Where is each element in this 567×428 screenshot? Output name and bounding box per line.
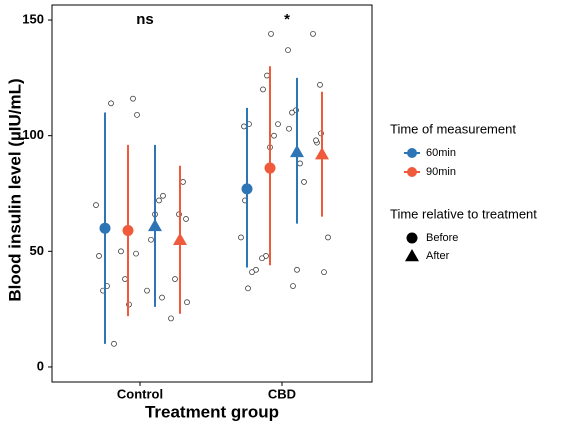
- annotation: *: [284, 11, 290, 28]
- raw-point: [172, 276, 178, 282]
- mean-marker: [315, 147, 329, 160]
- x-axis-label: Treatment group: [145, 402, 279, 421]
- raw-point: [301, 179, 307, 185]
- raw-point: [271, 132, 277, 139]
- plot-frame: [51, 4, 373, 383]
- raw-point: [156, 197, 162, 204]
- legend-label: Before: [426, 232, 458, 244]
- raw-point: [286, 125, 292, 132]
- mean-marker: [122, 225, 134, 237]
- raw-point: [285, 47, 291, 54]
- y-axis-label: Blood insulin level (µIU/mL): [5, 78, 24, 301]
- mean-marker: [406, 232, 418, 244]
- x-tick-label: CBD: [268, 386, 296, 401]
- raw-point: [325, 234, 331, 241]
- mean-marker: [148, 218, 162, 232]
- raw-point: [108, 100, 114, 107]
- y-tick-label: 100: [22, 127, 44, 142]
- raw-point: [297, 160, 303, 167]
- raw-point: [144, 287, 150, 294]
- raw-point: [245, 285, 251, 292]
- raw-point: [290, 283, 296, 289]
- raw-point: [260, 86, 266, 93]
- raw-point: [249, 269, 255, 276]
- y-tick-label: 0: [37, 358, 44, 373]
- raw-point: [159, 294, 165, 301]
- raw-point: [313, 137, 319, 144]
- raw-point: [268, 31, 274, 37]
- mean-marker: [99, 222, 111, 234]
- mean-marker: [264, 162, 276, 174]
- raw-point: [184, 299, 190, 306]
- raw-point: [321, 269, 327, 276]
- mean-marker: [241, 183, 253, 195]
- raw-point: [180, 179, 186, 185]
- legend-label: 60min: [426, 147, 456, 159]
- raw-point: [160, 192, 166, 199]
- y-tick-label: 150: [22, 11, 44, 26]
- raw-point: [96, 253, 102, 259]
- raw-point: [289, 109, 295, 116]
- raw-point: [238, 234, 244, 241]
- raw-point: [183, 216, 189, 222]
- raw-point: [310, 31, 316, 37]
- raw-point: [241, 123, 247, 130]
- raw-point: [93, 202, 99, 208]
- raw-point: [275, 121, 281, 128]
- x-tick-label: Control: [117, 386, 163, 401]
- raw-point: [122, 276, 128, 282]
- annotation: ns: [136, 11, 154, 28]
- raw-point: [134, 111, 140, 118]
- raw-point: [118, 248, 124, 255]
- raw-point: [111, 340, 117, 347]
- legend-label: After: [426, 250, 450, 262]
- legend-title: Time of measurement: [390, 121, 516, 136]
- mean-marker: [173, 232, 187, 246]
- raw-point: [148, 236, 154, 243]
- y-tick-label: 50: [30, 243, 44, 258]
- legend-swatch: [407, 167, 417, 177]
- mean-marker: [405, 249, 419, 262]
- raw-point: [294, 266, 300, 273]
- legend-swatch: [407, 148, 417, 158]
- mean-marker: [290, 144, 304, 158]
- legend-label: 90min: [426, 166, 456, 178]
- raw-point: [130, 95, 136, 102]
- legend-title: Time relative to treatment: [390, 206, 537, 221]
- raw-point: [317, 81, 323, 88]
- raw-point: [133, 250, 139, 257]
- raw-point: [264, 72, 270, 79]
- raw-point: [168, 315, 174, 322]
- raw-point: [259, 255, 265, 262]
